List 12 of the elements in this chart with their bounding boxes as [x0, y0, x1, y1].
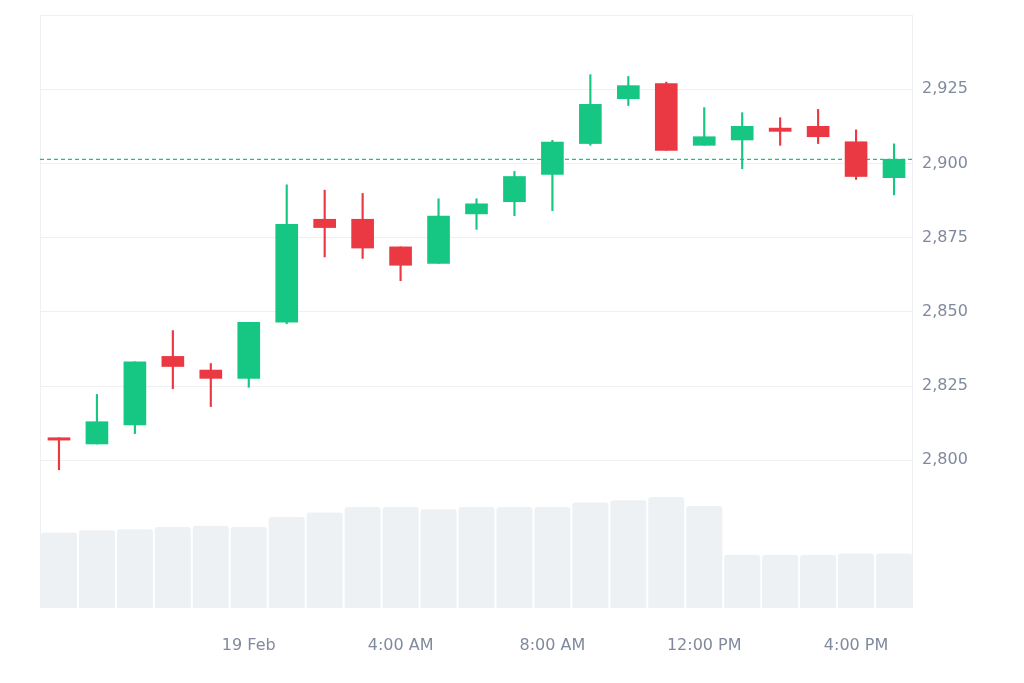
y-tick-label: 2,825	[922, 375, 968, 395]
candlestick	[465, 198, 488, 230]
y-tick-label: 2,800	[922, 449, 968, 469]
y-tick-label: 2,875	[922, 226, 968, 246]
x-tick-label: 4:00 PM	[823, 634, 889, 654]
x-tick-label: 8:00 AM	[519, 634, 586, 654]
x-tick-label: 12:00 PM	[666, 634, 742, 654]
y-tick-label: 2,850	[922, 301, 968, 321]
y-tick-label: 2,900	[922, 152, 968, 172]
x-tick-label: 19 Feb	[221, 634, 276, 654]
x-tick-label: 4:00 AM	[367, 634, 434, 654]
y-tick-label: 2,925	[922, 78, 968, 98]
